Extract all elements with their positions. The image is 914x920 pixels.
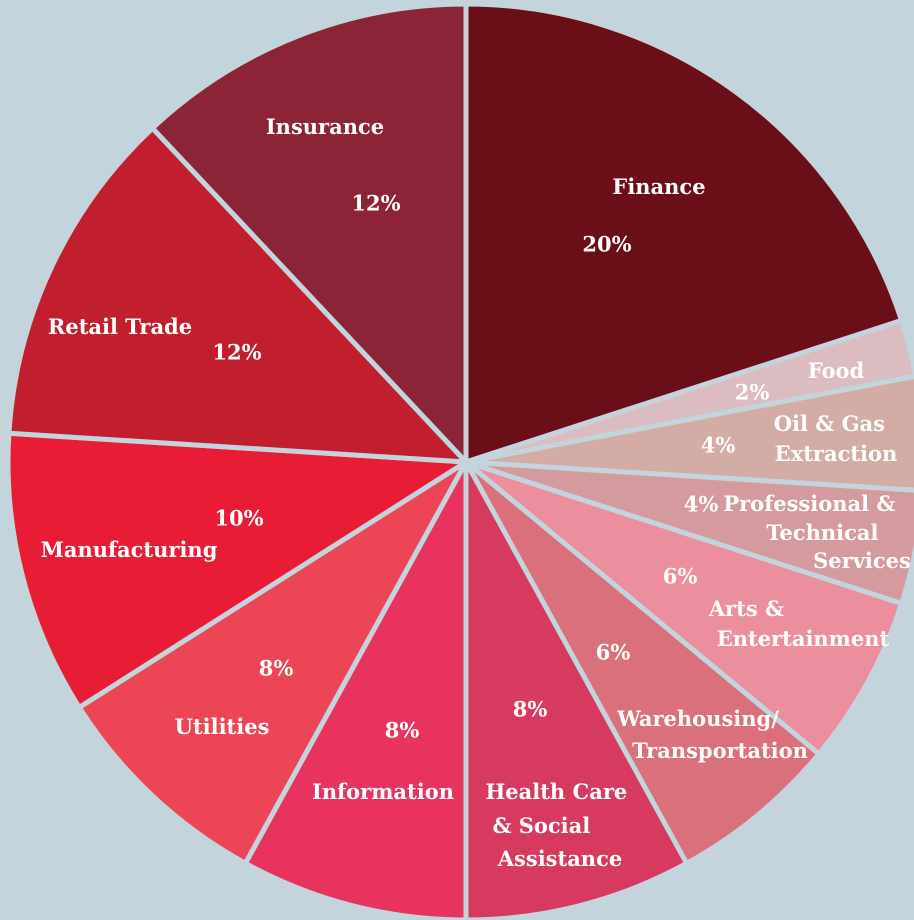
pie-slice [463, 373, 914, 493]
pie-slice [463, 459, 822, 866]
value-label: 8% [385, 718, 420, 743]
value-label: 8% [513, 697, 548, 722]
slice-label: Food [808, 358, 865, 383]
value-label: 12% [212, 340, 261, 365]
slice-label: Information [312, 779, 454, 804]
pie-slice [149, 1, 469, 465]
slice-label: Arts & Entertainment [708, 596, 890, 651]
value-label: 2% [735, 380, 770, 405]
value-label: 4% [701, 433, 736, 458]
slice-label: Utilities [175, 714, 270, 739]
pie-slice [5, 430, 469, 710]
value-label: 4% [684, 492, 719, 517]
pie-slice [463, 459, 905, 757]
value-label: 12% [351, 191, 400, 216]
slice-label: Health Care & Social Assistance [485, 779, 634, 871]
slice-label: Retail Trade [48, 314, 192, 339]
slice-label: Professional & Technical Services [723, 491, 911, 573]
pie-slice [76, 459, 469, 866]
slice-label: Manufacturing [41, 537, 218, 562]
value-label: 6% [663, 564, 698, 589]
slice-label: Insurance [266, 114, 384, 139]
pie-slice [6, 125, 469, 465]
value-label: 6% [596, 640, 631, 665]
slice-label: Warehousing/Transportation [616, 706, 808, 763]
slice-label: Finance [612, 174, 705, 199]
pie-slice [463, 317, 914, 465]
pie-slice [463, 1, 905, 465]
value-label: 20% [582, 232, 631, 257]
slice-label: Oil & Gas Extraction [774, 411, 898, 466]
value-label: 8% [259, 656, 294, 681]
value-label: 10% [214, 506, 263, 531]
